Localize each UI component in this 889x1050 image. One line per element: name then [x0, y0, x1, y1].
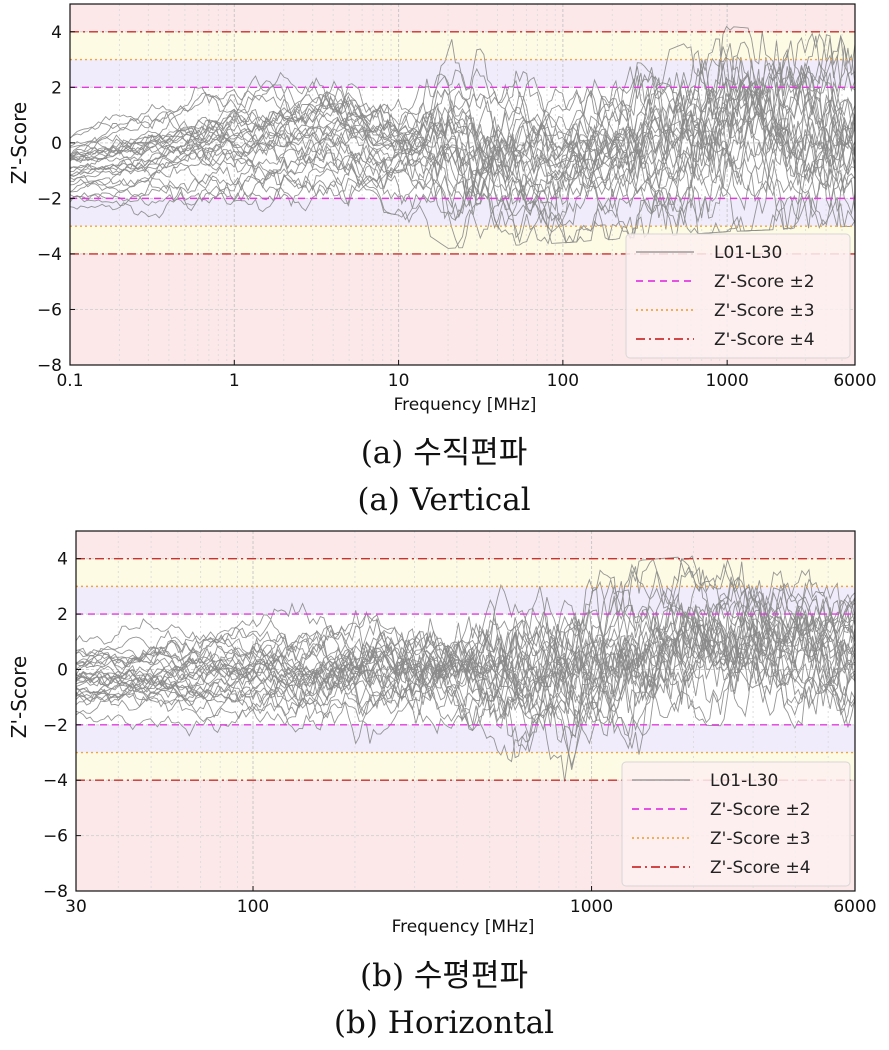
series-line	[69, 38, 856, 188]
chart-vertical: 4 2 0 −2 −4 −6 −8 0.1 1 10 100 1000 6000 Z'-Score F…	[7, 3, 877, 518]
y-tick-label: −2	[43, 716, 68, 736]
series-line	[75, 619, 856, 727]
x-tick-label: 1	[229, 371, 240, 391]
y-tick-label: 0	[51, 134, 62, 154]
x-axis-label: Frequency [MHz]	[394, 395, 537, 415]
legend-label: L01-L30	[714, 243, 782, 263]
y-tick-label: 4	[51, 23, 62, 43]
series-line	[75, 604, 856, 744]
series-line	[69, 48, 856, 158]
zone-band	[76, 558, 855, 587]
series-line	[75, 582, 856, 718]
series-line	[69, 113, 856, 219]
series-line	[75, 628, 856, 759]
series-line	[75, 644, 856, 768]
x-tick-labels: 30 100 1000 6000	[65, 886, 877, 917]
caption-english: (a) Vertical	[357, 482, 530, 518]
x-axis-label: Frequency [MHz]	[392, 917, 535, 937]
series-line	[69, 39, 856, 162]
series-line	[75, 596, 856, 732]
series-line	[75, 647, 856, 782]
caption-english: (b) Horizontal	[334, 1005, 554, 1041]
zone-band	[76, 531, 855, 559]
y-tick-label: 2	[57, 605, 68, 625]
y-tick-labels: 4 2 0 −2 −4 −6 −8	[37, 23, 75, 376]
y-axis-label: Z'-Score	[7, 102, 31, 184]
x-tick-label: 30	[65, 897, 87, 917]
y-tick-label: −8	[43, 882, 68, 902]
series-line	[75, 558, 856, 673]
series-line	[69, 34, 856, 148]
series-line	[69, 93, 856, 201]
x-tick-label: 6000	[833, 371, 876, 391]
zone-band	[76, 586, 855, 615]
plot-frame	[75, 530, 856, 892]
zone-band	[70, 31, 855, 60]
y-tick-label: 2	[51, 78, 62, 98]
y-tick-label: −4	[37, 245, 62, 265]
x-tick-label: 6000	[833, 897, 876, 917]
series-line	[69, 152, 856, 249]
legend-box	[621, 761, 851, 887]
legend-label: Z'-Score ±3	[710, 829, 811, 849]
x-tick-label: 100	[237, 897, 269, 917]
legend-label: Z'-Score ±2	[710, 800, 811, 820]
plot-frame	[69, 3, 856, 366]
series-line	[69, 163, 856, 244]
series-line	[69, 41, 856, 185]
y-tick-label: 0	[57, 660, 68, 680]
y-tick-label: −4	[43, 771, 68, 791]
zone-band	[76, 724, 855, 753]
y-tick-label: −8	[37, 356, 62, 376]
caption-korean: (a) 수직편파	[361, 435, 528, 471]
series-line	[75, 605, 856, 725]
y-tick-label: −6	[43, 827, 68, 847]
series-line	[75, 616, 856, 728]
x-tick-label: 100	[547, 371, 579, 391]
series-line	[75, 558, 856, 669]
x-tick-label: 1000	[706, 371, 749, 391]
series-line	[69, 74, 856, 221]
series-line	[75, 607, 856, 721]
y-axis-label: Z'-Score	[7, 656, 31, 738]
legend-label: Z'-Score ±4	[714, 330, 815, 350]
zone-band	[70, 4, 855, 32]
series-line	[69, 32, 856, 201]
legend-label: Z'-Score ±3	[714, 301, 815, 321]
x-tick-label: 1000	[570, 897, 613, 917]
x-tick-label: 0.1	[56, 371, 83, 391]
x-tick-label: 10	[388, 371, 410, 391]
legend-label: Z'-Score ±2	[714, 272, 815, 292]
legend-label: L01-L30	[710, 771, 778, 791]
legend-label: Z'-Score ±4	[710, 858, 811, 878]
y-tick-label: −2	[37, 189, 62, 209]
y-tick-labels: 4 2 0 −2 −4 −6 −8	[43, 550, 81, 902]
legend: L01-L30 Z'-Score ±2 Z'-Score ±3 Z'-Score ±4	[621, 761, 851, 887]
chart-horizontal: 4 2 0 −2 −4 −6 −8 30 100 1000 6000 Z'-Score Frequ…	[7, 530, 877, 1041]
x-tick-labels: 0.1 1 10 100 1000 6000	[56, 360, 877, 391]
legend-box	[625, 233, 851, 359]
series-line	[75, 556, 856, 681]
y-tick-label: −6	[37, 300, 62, 320]
series-lines	[69, 25, 856, 249]
series-line	[69, 43, 856, 176]
series-lines	[75, 555, 856, 782]
series-line	[69, 46, 856, 190]
y-tick-label: 4	[57, 550, 68, 570]
legend: L01-L30 Z'-Score ±2 Z'-Score ±3 Z'-Score ±4	[625, 233, 851, 359]
caption-korean: (b) 수평편파	[360, 958, 528, 994]
series-line	[69, 40, 856, 188]
series-line	[75, 562, 856, 684]
series-line	[69, 77, 856, 228]
